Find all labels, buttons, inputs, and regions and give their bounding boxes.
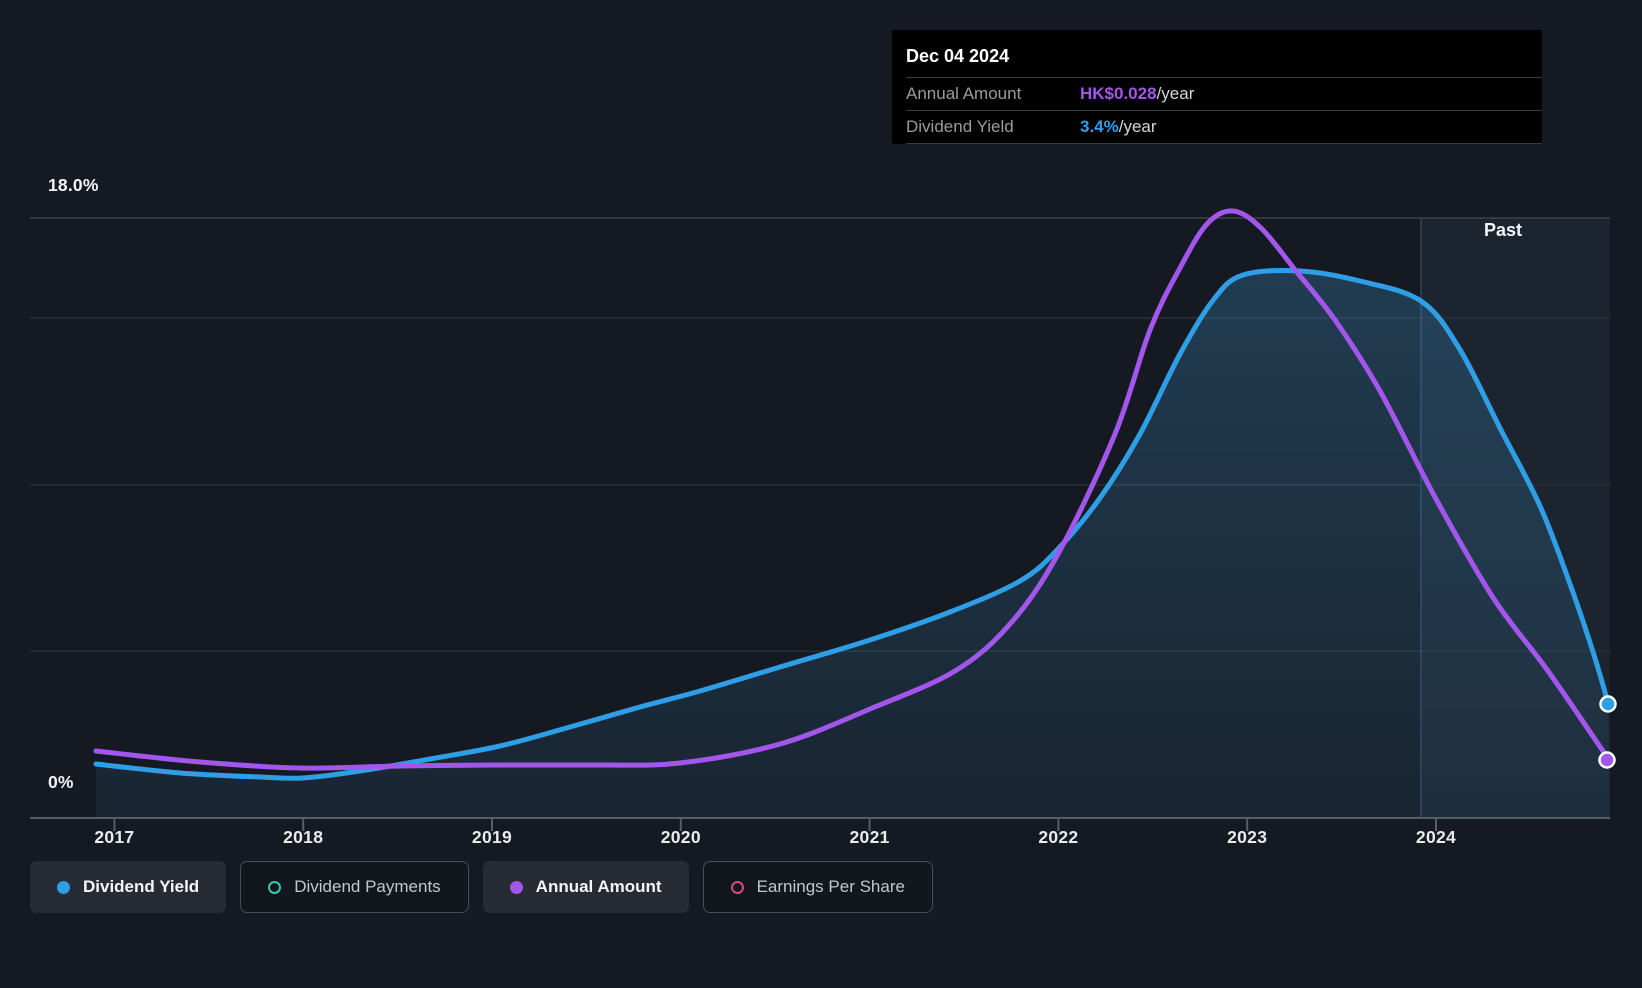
tooltip-value-annual-amount: HK$0.028/year xyxy=(1080,84,1195,103)
legend-label: Dividend Payments xyxy=(294,877,441,896)
dividend-payments-ring-icon xyxy=(268,880,282,894)
tooltip-divider xyxy=(906,143,1542,144)
legend-label: Earnings Per Share xyxy=(756,877,905,896)
tooltip-row-dividend-yield: Dividend Yield 3.4%/year xyxy=(892,111,1542,143)
earnings-per-share-ring-icon xyxy=(730,880,744,894)
past-region-label: Past xyxy=(1483,220,1522,240)
tooltip-date: Dec 04 2024 xyxy=(906,46,1010,66)
chart-tooltip: Dec 04 2024 Annual Amount HK$0.028/year … xyxy=(892,30,1542,144)
dividend-yield-area-fill xyxy=(96,270,1610,818)
y-axis-zero-label: 0% xyxy=(48,772,74,792)
x-axis-label-2017: 2017 xyxy=(94,827,135,847)
y-axis-max-label: 18.0% xyxy=(48,175,99,195)
legend-button-earnings-per-share[interactable]: Earnings Per Share xyxy=(702,861,933,913)
chart-legend: Dividend Yield Dividend Payments Annual … xyxy=(30,861,933,913)
annual-amount-endpoint-marker xyxy=(1598,751,1616,769)
dividend-yield-dot-icon xyxy=(57,880,70,894)
x-axis-label-2019: 2019 xyxy=(471,827,513,847)
annual-amount-dot-icon xyxy=(509,880,523,894)
legend-label: Dividend Yield xyxy=(83,877,200,896)
tooltip-label: Dividend Yield xyxy=(906,117,1014,136)
annual-amount-line xyxy=(93,208,1610,771)
tooltip-value-dividend-yield: 3.4%/year xyxy=(1080,117,1157,136)
x-axis: 2017 2018 2019 2020 2021 2022 2023 2024 xyxy=(0,827,1642,853)
dividend-yield-endpoint-marker xyxy=(1599,695,1617,713)
legend-button-annual-amount[interactable]: Annual Amount xyxy=(482,861,689,913)
x-axis-label-2018: 2018 xyxy=(283,827,324,847)
x-axis-label-2024: 2024 xyxy=(1415,827,1457,847)
tooltip-label: Annual Amount xyxy=(906,84,1022,103)
legend-button-dividend-payments[interactable]: Dividend Payments xyxy=(240,861,469,913)
legend-label: Annual Amount xyxy=(535,877,662,896)
x-axis-label-2021: 2021 xyxy=(849,827,890,847)
x-axis-label-2022: 2022 xyxy=(1038,827,1079,847)
tooltip-divider xyxy=(906,110,1542,111)
x-axis-label-2023: 2023 xyxy=(1227,827,1268,847)
x-axis-label-2020: 2020 xyxy=(660,827,701,847)
tooltip-row-annual-amount: Annual Amount HK$0.028/year xyxy=(892,78,1542,110)
tooltip-divider xyxy=(906,77,1542,78)
legend-button-dividend-yield[interactable]: Dividend Yield xyxy=(30,861,227,913)
